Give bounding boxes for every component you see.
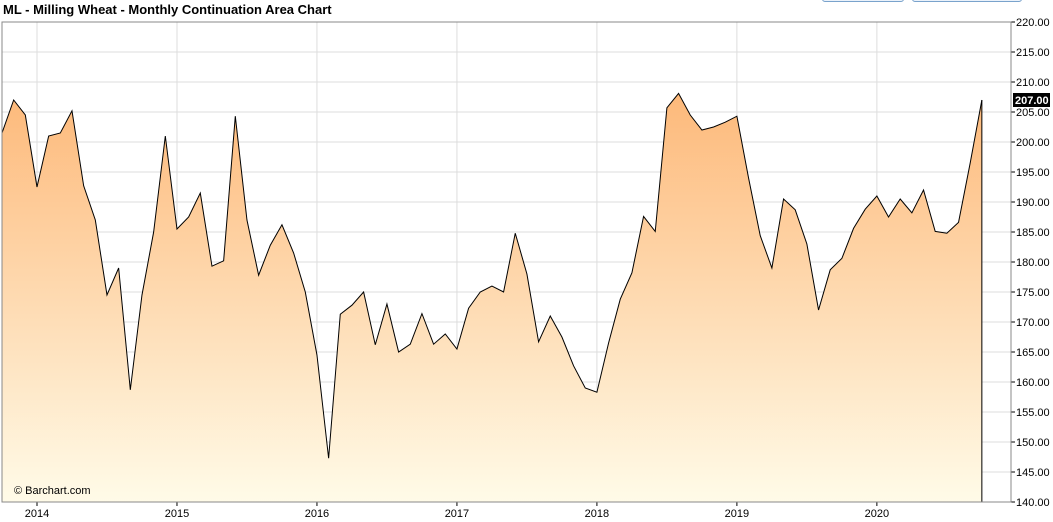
y-tick-label: 145.00 [1016,467,1050,479]
y-tick-label: 220.00 [1016,17,1050,29]
plot-frame [1,21,1012,503]
y-tick-label: 140.00 [1016,497,1050,509]
last-value-label: 207.00 [1013,93,1050,107]
y-tick-label: 175.00 [1016,287,1050,299]
y-axis-labels: 220.00 215.00 210.00 205.00 200.00 195.00 190.… [1016,17,1050,509]
barchart-credit: © Barchart.com [14,485,91,497]
y-tick-label: 155.00 [1016,407,1050,419]
x-tick-label: 2019 [725,508,749,520]
axes [1,21,1015,506]
y-tick-label: 215.00 [1016,47,1050,59]
x-tick-label: 2020 [865,508,889,520]
x-tick-label: 2016 [305,508,329,520]
y-tick-label: 205.00 [1016,107,1050,119]
x-tick-label: 2018 [585,508,609,520]
x-tick-label: 2015 [165,508,189,520]
x-axis-labels: 2014 2015 2016 2017 2018 2019 2020 [25,508,889,520]
y-tick-label: 180.00 [1016,257,1050,269]
chart-title: ML - Milling Wheat - Monthly Continuatio… [3,2,332,17]
y-tick-label: 150.00 [1016,437,1050,449]
y-tick-label: 160.00 [1016,377,1050,389]
area-fill [2,93,982,503]
x-tick-label: 2014 [25,508,49,520]
y-tick-label: 210.00 [1016,77,1050,89]
area-series [1,92,983,503]
price-line [1,92,983,459]
y-tick-label: 190.00 [1016,197,1050,209]
last-value-badge [1013,93,1050,107]
x-tick-label: 2017 [445,508,469,520]
y-tick-label: 185.00 [1016,227,1050,239]
y-tick-label: 170.00 [1016,317,1050,329]
last-value-text: 207.00 [1015,95,1049,107]
y-tick-label: 195.00 [1016,167,1050,179]
y-tick-label: 200.00 [1016,137,1050,149]
y-tick-label: 165.00 [1016,347,1050,359]
